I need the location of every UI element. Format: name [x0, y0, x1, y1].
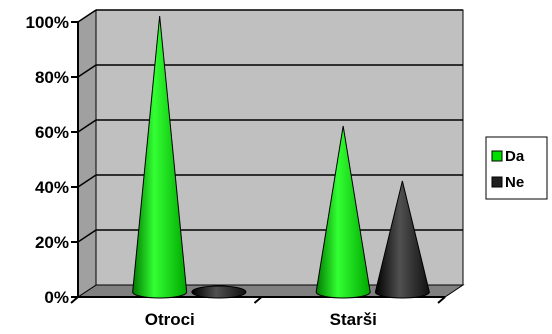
cone-ne-1	[374, 180, 430, 299]
x-axis: Otroci Starši	[70, 296, 446, 329]
y-tick-label: 0%	[44, 288, 69, 307]
cone-da-0	[132, 15, 188, 299]
y-axis: 0% 20% 40% 60% 80% 100%	[26, 13, 79, 307]
legend-box	[485, 136, 548, 200]
y-tick-label: 60%	[35, 123, 69, 142]
chart-side-wall	[77, 9, 97, 298]
x-category-label: Starši	[330, 310, 377, 329]
x-tick-mark	[253, 296, 263, 304]
legend-swatch-da	[491, 150, 503, 162]
series-marks	[132, 15, 430, 299]
y-tick-label: 20%	[35, 233, 69, 252]
gridline-side	[77, 229, 97, 243]
plot-area: 0% 20% 40% 60% 80% 100% Otroci Starši	[26, 9, 465, 329]
legend: Da Ne	[485, 136, 548, 200]
legend-label-da: Da	[505, 148, 525, 165]
x-category-label: Otroci	[145, 310, 195, 329]
gridline-side	[77, 64, 97, 78]
legend-swatch-ne	[491, 176, 503, 188]
gridline-side	[77, 119, 97, 133]
x-tick-mark	[70, 296, 79, 304]
legend-label-ne: Ne	[505, 174, 524, 191]
y-tick-label: 80%	[35, 68, 69, 87]
cone-da-1	[315, 125, 371, 299]
x-tick-mark	[437, 296, 446, 304]
y-tick-label: 40%	[35, 178, 69, 197]
gridline-side	[77, 174, 97, 188]
cone-ne-0	[191, 285, 247, 299]
gridline-side	[77, 9, 97, 23]
y-tick-label: 100%	[26, 13, 69, 32]
